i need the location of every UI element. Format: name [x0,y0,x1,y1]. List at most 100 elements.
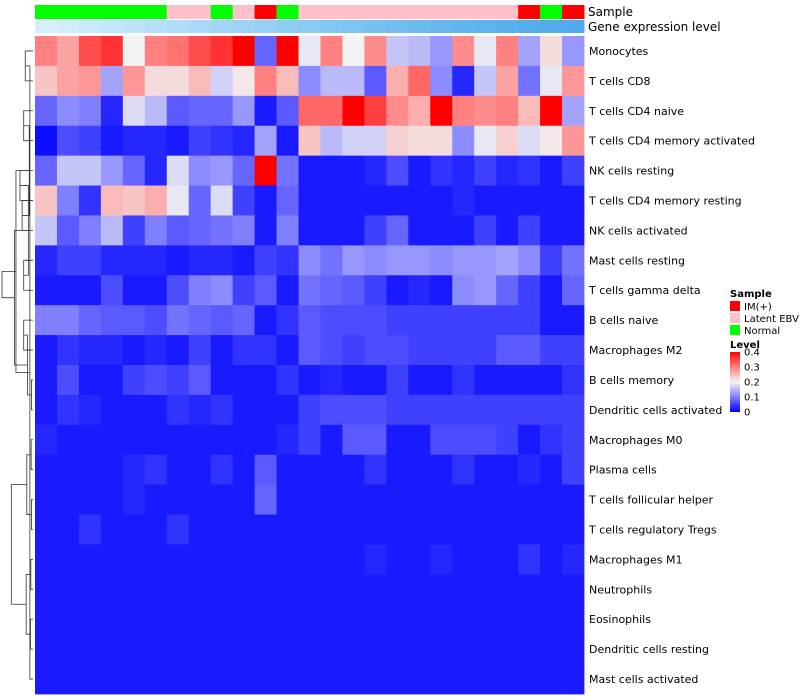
heatmap-cell [276,514,299,545]
heatmap-cell [562,275,585,306]
heatmap-cell [100,365,124,396]
heatmap-cell [518,185,541,216]
heatmap-cell [408,634,431,665]
heatmap-cell [35,544,58,575]
heatmap-cell [166,424,190,456]
heatmap-cell [210,544,234,575]
heatmap-cell [166,335,190,366]
heatmap-cell [35,484,58,515]
heatmap-cell [276,574,299,605]
row-label: NK cells activated [589,224,688,237]
heatmap-cell [474,155,497,186]
heatmap-cell [452,365,475,396]
heatmap-cell [78,514,102,545]
heatmap-cell [254,664,277,695]
sample-annotation-cell [56,5,80,19]
heatmap-cell [276,424,299,456]
heatmap-cell [496,305,519,336]
heatmap-cell [188,484,212,515]
heatmap-cell [210,634,234,665]
heatmap-cell [232,634,255,665]
heatmap-cell [496,155,519,186]
heatmap-cell [78,394,102,426]
heatmap-cell [56,634,80,665]
sample-annotation-cell [122,5,146,19]
heatmap-cell [78,365,102,396]
heatmap-cell [386,394,409,426]
heatmap-cell [430,36,453,67]
heatmap-cell [430,634,453,665]
heatmap-cell [100,454,124,486]
heatmap-cell [562,125,585,157]
heatmap-cell [452,185,475,216]
heatmap-cell [188,664,212,695]
heatmap-cell [430,514,453,545]
sample-annotation-cell [298,5,321,19]
heatmap-cell [364,36,387,67]
heatmap-cell [540,65,563,97]
heatmap-cell [496,215,519,246]
heatmap-cell [144,514,168,545]
expression-annotation-cell [144,20,168,33]
heatmap-cell [342,574,365,605]
heatmap-cell [540,454,563,486]
heatmap-cell [210,185,234,216]
heatmap-cell [100,65,124,97]
heatmap-cell [496,604,519,635]
heatmap-cell [342,215,365,246]
expression-annotation-cell [320,20,343,33]
heatmap-cell [452,454,475,486]
heatmap-cell [474,544,497,575]
heatmap-cell [298,544,321,575]
heatmap-cell [562,36,585,67]
heatmap-cell [298,65,321,97]
heatmap-cell [210,604,234,635]
heatmap-cell [100,215,124,246]
heatmap-cell [562,95,585,127]
expression-annotation-cell [78,20,102,33]
heatmap-cell [56,514,80,545]
heatmap-cell [298,95,321,127]
sample-annotation-cell [562,5,585,19]
heatmap-cell [276,335,299,366]
heatmap-cell [122,634,146,665]
heatmap-cell [298,484,321,515]
heatmap-cell [474,335,497,366]
heatmap-cell [518,574,541,605]
sample-annotation-cell [430,5,453,19]
heatmap-cell [562,454,585,486]
heatmap-cell [298,634,321,665]
heatmap-cell [78,574,102,605]
sample-annotation-cell [342,5,365,19]
heatmap-cell [452,484,475,515]
heatmap-cell [496,634,519,665]
row-label: Eosinophils [589,613,651,626]
heatmap-cell [232,125,255,157]
heatmap-cell [35,604,58,635]
expression-annotation-cell [342,20,365,33]
heatmap-cell [276,305,299,336]
heatmap-cell [320,604,343,635]
sample-legend-label: Latent EBV [744,314,799,325]
heatmap-cell [474,185,497,216]
heatmap-cell [342,36,365,67]
heatmap-cell [276,604,299,635]
heatmap-cell [166,185,190,216]
expression-annotation-cell [452,20,475,33]
heatmap-cell [364,275,387,306]
heatmap-cell [452,215,475,246]
expression-annotation-cell [540,20,563,33]
heatmap-cell [562,65,585,97]
heatmap-cell [474,215,497,246]
heatmap-cell [364,604,387,635]
heatmap-cell [210,484,234,515]
heatmap-cell [56,245,80,276]
heatmap-cell [188,275,212,306]
heatmap-cell [122,514,146,545]
heatmap-cell [430,275,453,306]
heatmap-cell [496,65,519,97]
heatmap-cell [144,454,168,486]
dendrogram-branch [31,499,33,530]
heatmap-cell [386,215,409,246]
heatmap-cell [430,125,453,157]
